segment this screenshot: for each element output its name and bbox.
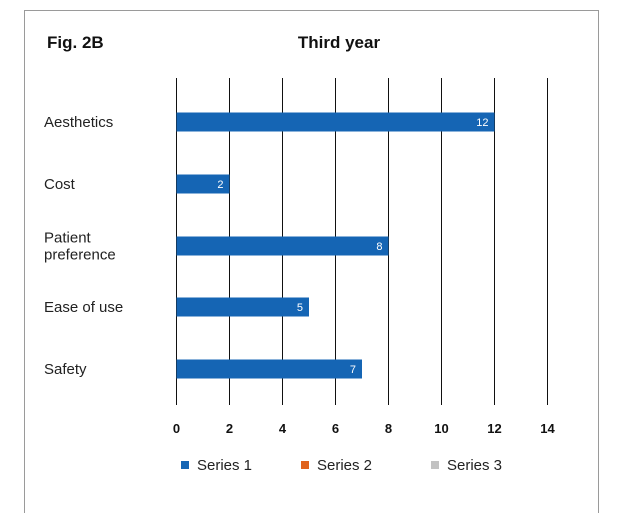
legend-label-1: Series 2 <box>317 457 372 474</box>
figure-label: Fig. 2B <box>47 33 104 52</box>
x-axis-ticks: 0 2 4 6 8 10 12 14 <box>173 421 556 436</box>
x-tick-label-8: 8 <box>385 421 392 436</box>
x-tick-label-2: 2 <box>226 421 233 436</box>
x-tick-label-0: 0 <box>173 421 180 436</box>
legend-swatch-2 <box>431 461 439 469</box>
legend-swatch-1 <box>301 461 309 469</box>
category-label-2-line-0: Patient <box>44 230 92 247</box>
data-label-0-2: 8 <box>376 241 382 253</box>
chart-frame <box>24 10 599 513</box>
bar-0-2 <box>176 236 389 256</box>
bars <box>176 112 495 379</box>
data-label-0-1: 2 <box>217 179 223 191</box>
category-label-3: Ease of use <box>44 299 123 316</box>
category-label-1: Cost <box>44 176 76 193</box>
data-label-0-4: 7 <box>350 364 356 376</box>
x-tick-label-6: 6 <box>332 421 339 436</box>
data-label-0-0: 12 <box>476 117 488 129</box>
legend-label-0: Series 1 <box>197 457 252 474</box>
bar-0-3 <box>176 297 309 317</box>
chart-title: Third year <box>298 33 381 52</box>
category-label-0: Aesthetics <box>44 114 113 131</box>
legend-label-2: Series 3 <box>447 457 502 474</box>
data-label-0-3: 5 <box>297 302 303 314</box>
x-tick-label-10: 10 <box>434 421 448 436</box>
bar-0-0 <box>176 112 495 132</box>
x-tick-label-14: 14 <box>540 421 555 436</box>
x-tick-label-12: 12 <box>487 421 501 436</box>
x-tick-label-4: 4 <box>279 421 287 436</box>
data-labels: 12 2 8 5 7 <box>217 117 488 376</box>
legend: Series 1 Series 2 Series 3 <box>181 457 502 474</box>
bar-0-1 <box>176 174 230 194</box>
legend-swatch-0 <box>181 461 189 469</box>
category-label-2-line-1: preference <box>44 247 116 264</box>
category-label-4: Safety <box>44 361 87 378</box>
bar-0-4 <box>176 359 362 379</box>
